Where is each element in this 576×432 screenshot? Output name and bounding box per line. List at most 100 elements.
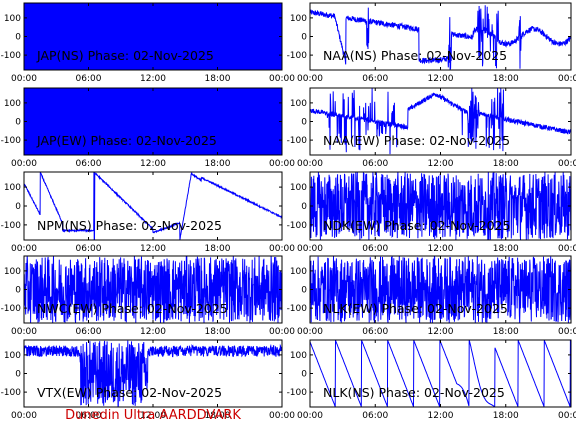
y-tick-label: 0 [301,202,307,212]
x-tick-label: 00:00 [297,159,323,169]
y-tick-label: 100 [290,99,307,109]
y-tick-label: -100 [1,388,22,398]
x-tick-label: 00:00 [558,244,576,254]
x-tick-label: 12:00 [428,244,454,254]
y-tick-label: 100 [4,183,21,193]
series-fill [24,3,282,70]
x-tick-label: 00:00 [269,327,295,337]
y-tick-label: 0 [15,33,21,43]
x-tick-label: 00:00 [558,74,576,84]
x-tick-label: 18:00 [205,159,231,169]
x-tick-label: 00:00 [558,411,576,421]
x-tick-label: 06:00 [362,411,388,421]
panel-6: 100 0 -100 00:00 06:00 12:00 18:00 00:00 NDK(EW)… [287,171,576,254]
x-tick-label: 18:00 [493,244,519,254]
x-tick-label: 12:00 [140,327,166,337]
x-tick-label: 00:00 [269,159,295,169]
x-tick-label: 00:00 [297,74,323,84]
x-tick-label: 06:00 [362,74,388,84]
y-tick-label: -100 [287,51,308,61]
x-tick-label: 12:00 [428,327,454,337]
panel-9: 100 0 -100 00:00 06:00 12:00 18:00 00:00 VTX(EW)… [1,339,295,421]
x-tick-label: 12:00 [428,411,454,421]
x-tick-label: 12:00 [140,159,166,169]
y-tick-label: 0 [15,118,21,128]
panel-title: NPM(NS) Phase: 02-Nov-2025 [37,218,222,233]
y-tick-label: 0 [15,202,21,212]
x-tick-label: 06:00 [362,159,388,169]
panel-10: 100 0 -100 00:00 06:00 12:00 18:00 00:00 NLK(NS)… [287,339,576,421]
y-tick-label: -100 [287,136,308,146]
y-tick-label: 100 [4,351,21,361]
x-tick-label: 00:00 [11,159,37,169]
y-tick-label: -100 [1,51,22,61]
x-tick-label: 06:00 [76,244,102,254]
y-tick-label: -100 [287,221,308,231]
panel-title: NAA(NS) Phase: 02-Nov-2025 [323,48,507,63]
x-tick-label: 00:00 [269,244,295,254]
y-tick-label: -100 [1,304,22,314]
x-tick-label: 00:00 [11,411,37,421]
y-tick-label: 100 [290,351,307,361]
y-tick-label: 100 [4,99,21,109]
panel-title: NLK(NS) Phase: 02-Nov-2025 [323,385,505,400]
series-line [310,88,571,155]
y-tick-label: -100 [287,388,308,398]
x-tick-label: 12:00 [140,411,166,421]
panel-1: 100 0 -100 00:00 06:00 12:00 18:00 00:00 JAP(NS)… [1,2,295,84]
x-tick-label: 06:00 [76,159,102,169]
panel-title: NLK(EW) Phase: 02-Nov-2025 [323,301,508,316]
x-tick-label: 00:00 [11,244,37,254]
x-tick-label: 00:00 [269,411,295,421]
y-tick-label: 0 [301,286,307,296]
x-tick-label: 18:00 [205,244,231,254]
x-tick-label: 06:00 [76,411,102,421]
panel-title: JAP(EW) Phase: 02-Nov-2025 [36,133,217,148]
x-tick-label: 00:00 [11,74,37,84]
series-line [24,256,282,323]
series-line [310,172,571,240]
panel-5: 100 0 -100 00:00 06:00 12:00 18:00 00:00 NPM(NS)… [1,171,295,254]
x-tick-label: 12:00 [140,74,166,84]
y-tick-label: 0 [301,370,307,380]
series-line [24,172,282,240]
y-tick-label: 100 [290,267,307,277]
x-tick-label: 00:00 [558,159,576,169]
x-tick-label: 00:00 [269,74,295,84]
y-tick-label: -100 [1,136,22,146]
panel-7: 100 0 -100 00:00 06:00 12:00 18:00 00:00 NWC(EW)… [1,255,295,337]
panel-4: 100 0 -100 00:00 06:00 12:00 18:00 00:00 NAA(EW)… [287,87,576,169]
y-tick-label: 0 [301,33,307,43]
y-tick-label: 0 [15,370,21,380]
x-tick-label: 00:00 [297,411,323,421]
y-tick-label: -100 [1,221,22,231]
x-tick-label: 06:00 [362,244,388,254]
y-tick-label: 100 [290,14,307,24]
y-tick-label: 100 [4,267,21,277]
x-tick-label: 18:00 [493,159,519,169]
panel-title: NAA(EW) Phase: 02-Nov-2025 [323,133,510,148]
x-tick-label: 18:00 [493,327,519,337]
panel-title: JAP(NS) Phase: 02-Nov-2025 [36,48,214,63]
panel-title: VTX(EW) Phase: 02-Nov-2025 [37,385,222,400]
panel-3: 100 0 -100 00:00 06:00 12:00 18:00 00:00 JAP(EW)… [1,87,295,169]
x-tick-label: 12:00 [428,159,454,169]
x-tick-label: 18:00 [205,411,231,421]
y-tick-label: -100 [287,304,308,314]
y-tick-label: 100 [4,14,21,24]
y-tick-label: 100 [290,183,307,193]
y-tick-label: 0 [15,286,21,296]
x-tick-label: 12:00 [428,74,454,84]
panel-2: 100 0 -100 00:00 06:00 12:00 18:00 00:00 NAA(NS)… [287,2,576,84]
panel-8: 100 0 -100 00:00 06:00 12:00 18:00 00:00 NLK(EW)… [287,255,576,337]
series-fill [24,88,282,155]
x-tick-label: 00:00 [297,327,323,337]
x-tick-label: 18:00 [205,74,231,84]
series-line [310,5,571,70]
panel-title: NDK(EW) Phase: 02-Nov-2025 [323,218,510,233]
x-tick-label: 18:00 [205,327,231,337]
x-tick-label: 00:00 [558,327,576,337]
x-tick-label: 06:00 [76,74,102,84]
x-tick-label: 00:00 [297,244,323,254]
